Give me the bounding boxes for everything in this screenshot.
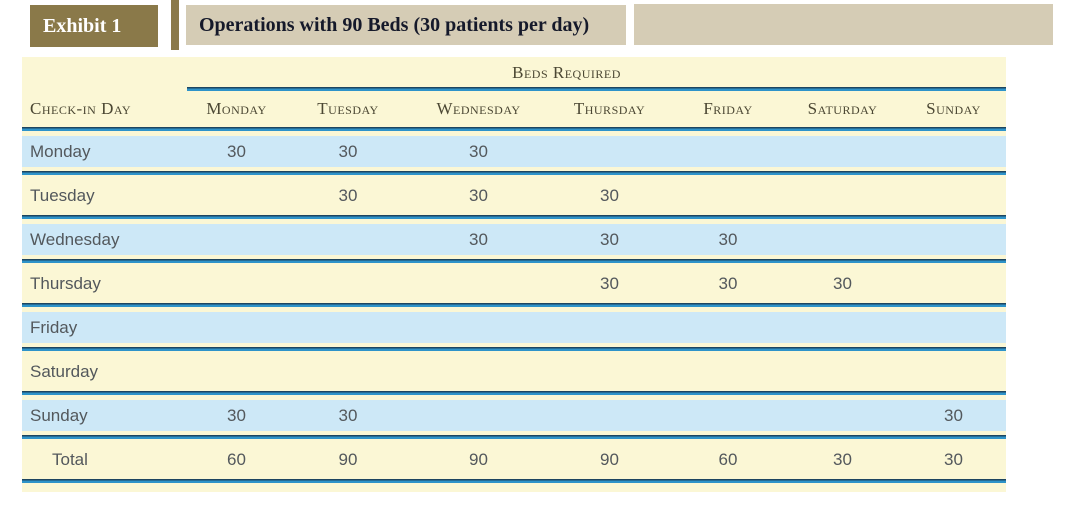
beds-cell: 30 [600, 273, 619, 293]
beds-cell: 30 [227, 405, 246, 425]
row-label: Tuesday [30, 185, 95, 205]
table-row-total: Total 60 90 90 90 60 30 30 [22, 444, 1006, 475]
beds-cell: 30 [338, 141, 358, 161]
beds-cell: 30 [338, 185, 358, 205]
spanner-rule [187, 87, 1006, 91]
column-header-checkin-day: Check-in Day [30, 99, 132, 118]
table-row-tuesday: Tuesday 30 30 30 [22, 180, 1006, 211]
beds-cell: 30 [469, 185, 488, 205]
row-label: Friday [30, 317, 78, 337]
row-label: Thursday [30, 273, 101, 293]
table-row-friday: Friday [22, 312, 1006, 343]
beds-cell: 30 [469, 141, 488, 161]
total-cell: 90 [469, 449, 488, 469]
column-header-friday: Friday [703, 99, 753, 118]
total-cell: 30 [944, 449, 963, 469]
header-rule [22, 127, 1006, 131]
beds-cell: 30 [718, 229, 738, 249]
column-header-tuesday: Tuesday [317, 99, 379, 118]
column-header-sunday: Sunday [926, 99, 981, 118]
row-label: Wednesday [30, 229, 120, 249]
spanner-row: Beds Required [22, 63, 1006, 87]
row-divider [22, 171, 1006, 175]
table-row-wednesday: Wednesday 30 30 30 [22, 224, 1006, 255]
row-divider [22, 259, 1006, 263]
total-cell: 90 [600, 449, 619, 469]
row-label: Sunday [30, 405, 88, 425]
table-row-saturday: Saturday [22, 356, 1006, 387]
exhibit-title: Operations with 90 Beds (30 patients per… [186, 5, 626, 45]
beds-cell: 30 [227, 141, 246, 161]
column-header-row: Check-in Day Monday Tuesday Wednesday Th… [22, 91, 1006, 127]
row-label: Monday [30, 141, 91, 161]
exhibit-label: Exhibit 1 [43, 14, 122, 37]
column-header-saturday: Saturday [807, 99, 878, 118]
row-label: Saturday [30, 361, 99, 381]
row-divider [22, 435, 1006, 439]
table-row-thursday: Thursday 30 30 30 [22, 268, 1006, 299]
beds-cell: 30 [833, 273, 852, 293]
bottom-rule [22, 479, 1006, 483]
beds-cell: 30 [718, 273, 738, 293]
row-divider [22, 391, 1006, 395]
column-header-wednesday: Wednesday [436, 99, 521, 118]
total-cell: 90 [338, 449, 358, 469]
spanner-heading: Beds Required [512, 63, 621, 82]
header-divider-bar [171, 0, 179, 50]
spanner-spacer [22, 63, 187, 87]
total-label: Total [52, 449, 88, 469]
beds-cell: 30 [944, 405, 963, 425]
beds-cell: 30 [600, 185, 619, 205]
table-row-sunday: Sunday 30 30 30 [22, 400, 1006, 431]
exhibit-badge: Exhibit 1 [30, 5, 158, 47]
beds-cell: 30 [469, 229, 488, 249]
row-divider [22, 347, 1006, 351]
total-cell: 30 [833, 449, 852, 469]
row-divider [22, 215, 1006, 219]
beds-cell: 30 [600, 229, 619, 249]
beds-cell: 30 [338, 405, 358, 425]
total-cell: 60 [718, 449, 738, 469]
exhibit-header: Exhibit 1 Operations with 90 Beds (30 pa… [0, 0, 1081, 52]
table-row-monday: Monday 30 30 30 [22, 136, 1006, 167]
exhibit-title-text: Operations with 90 Beds (30 patients per… [199, 13, 590, 36]
row-divider [22, 303, 1006, 307]
beds-required-table: Beds Required Check-in Day Monday Tuesda… [22, 57, 1006, 492]
title-extension-bar [634, 4, 1053, 45]
column-header-thursday: Thursday [573, 99, 646, 118]
column-header-monday: Monday [206, 99, 267, 118]
total-cell: 60 [227, 449, 246, 469]
